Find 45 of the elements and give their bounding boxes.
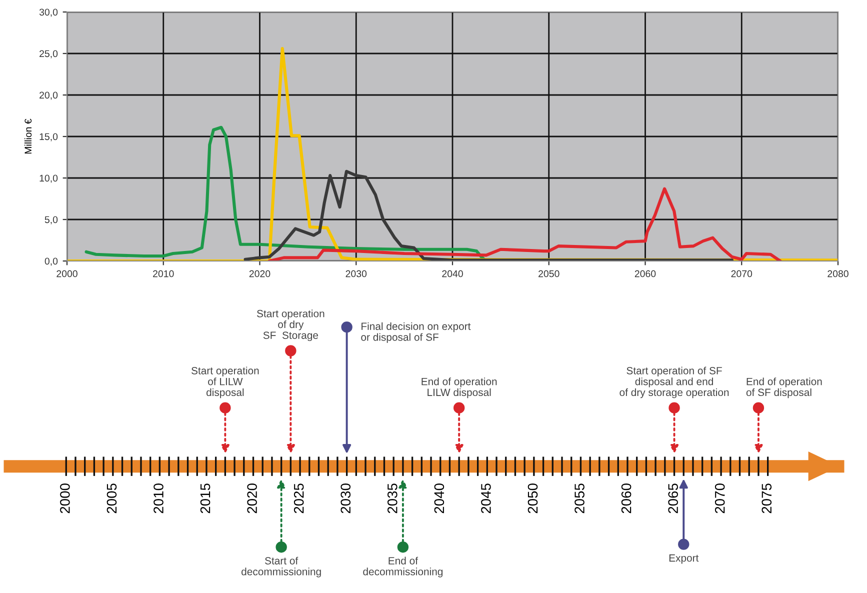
x-tick-label: 2060 [621, 484, 632, 514]
x-tick-label: 2015 [200, 484, 210, 514]
x-tick-label: 2000 [60, 484, 70, 514]
line-series [268, 187, 782, 261]
annotation: End of operation LILW disposal [422, 378, 497, 398]
x-tick-label: 2000 [56, 270, 78, 278]
x-tick-label: 2040 [434, 484, 444, 514]
y-tick-label: 0,0 [44, 258, 58, 266]
x-tick-label: 2010 [153, 270, 174, 278]
line-series [244, 170, 734, 261]
x-tick-label: 2065 [668, 484, 678, 514]
x-tick-label: 2020 [247, 484, 257, 514]
x-tick-label: 2050 [528, 484, 538, 514]
x-tick-label: 2060 [634, 270, 656, 278]
annotation: Export [669, 554, 699, 564]
x-tick-label: 2050 [538, 270, 560, 278]
y-tick-label: 15,0 [40, 133, 58, 142]
x-tick-label: 2070 [714, 484, 725, 514]
x-tick-label: 2035 [387, 484, 398, 514]
annotation: Final decision on export or disposal of SF [361, 322, 471, 343]
y-tick-label: 30,0 [39, 8, 58, 17]
annotation: Start operation of SF disposal and end of dry storage operation [620, 366, 729, 398]
y-tick-label: 20,0 [40, 92, 58, 100]
x-tick-label: 2030 [340, 484, 351, 514]
annotation: Start operation of dry SF Storage [256, 310, 324, 342]
x-tick-label: 2040 [442, 270, 463, 278]
y-axis-title: Million € [24, 118, 32, 154]
x-tick-label: 2080 [828, 270, 848, 278]
x-tick-label: 2075 [762, 484, 772, 514]
x-tick-label: 2010 [154, 484, 164, 514]
x-tick-label: 2055 [574, 484, 584, 514]
y-tick-label: 5,0 [44, 216, 58, 224]
annotation: Start operation of LILW disposal [192, 366, 259, 398]
x-tick-label: 2070 [731, 270, 752, 278]
x-tick-label: 2045 [481, 484, 491, 514]
y-tick-label: 10,0 [40, 174, 58, 183]
x-tick-label: 2020 [249, 270, 270, 278]
y-tick-label: 25,0 [40, 50, 58, 58]
annotation: End of decommissioning [363, 556, 443, 578]
annotation: End of operation of SF disposal [746, 378, 822, 398]
annotation: Start of decommissioning [242, 556, 321, 578]
line-series [84, 126, 488, 261]
x-tick-label: 2005 [106, 484, 117, 514]
x-tick-label: 2030 [346, 270, 367, 278]
x-tick-label: 2025 [294, 484, 304, 514]
